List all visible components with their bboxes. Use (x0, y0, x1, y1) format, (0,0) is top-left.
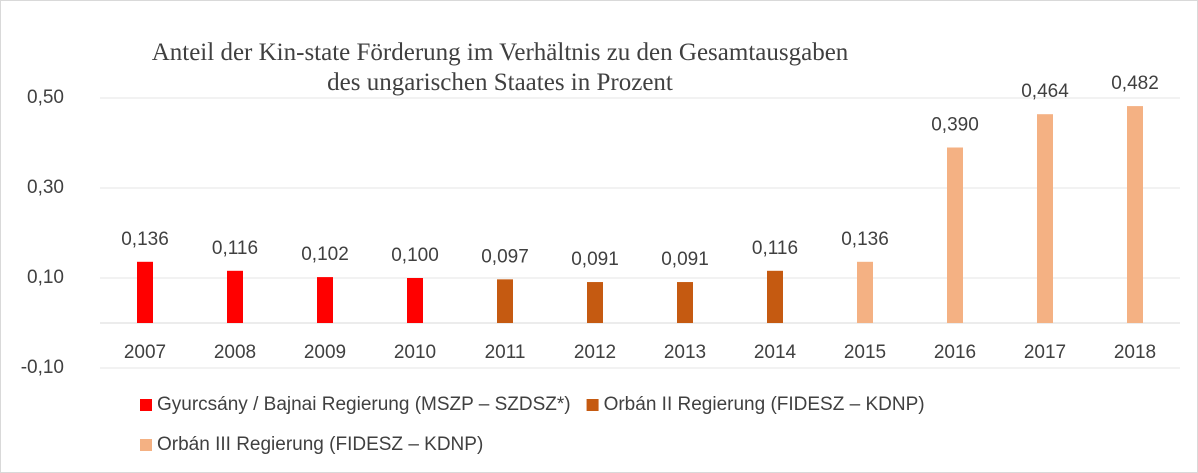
x-tick-label: 2012 (574, 342, 616, 363)
bar (947, 147, 963, 323)
data-label: 0,116 (752, 238, 798, 259)
data-label: 0,097 (481, 246, 529, 267)
bar (587, 282, 603, 323)
x-tick-label: 2011 (485, 342, 526, 363)
y-tick-label: 0,10 (27, 267, 64, 288)
legend-swatch (586, 399, 599, 411)
data-label: 0,091 (571, 249, 619, 270)
x-tick-label: 2009 (304, 342, 346, 363)
data-label: 0,102 (301, 244, 349, 265)
data-label: 0,100 (391, 245, 439, 266)
legend-label: Orbán III Regierung (FIDESZ – KDNP) (157, 434, 483, 455)
x-tick-label: 2018 (1114, 342, 1156, 363)
bar (227, 270, 243, 323)
x-tick-label: 2016 (934, 342, 976, 363)
y-tick-label: 0,30 (27, 177, 64, 198)
legend-swatch (140, 399, 152, 411)
data-label: 0,136 (121, 229, 169, 250)
chart-title: Anteil der Kin-state Förderung im Verhäl… (151, 39, 849, 96)
data-label: 0,482 (1111, 73, 1159, 94)
x-tick-label: 2008 (214, 342, 256, 363)
x-tick-label: 2014 (754, 342, 797, 363)
bar (317, 277, 333, 323)
legend-swatch (140, 439, 152, 451)
bar (1127, 106, 1143, 323)
data-label: 0,116 (212, 238, 258, 259)
data-label: 0,091 (661, 249, 709, 270)
bar (767, 270, 783, 323)
x-tick-label: 2013 (664, 342, 706, 363)
data-label: 0,136 (841, 229, 889, 250)
data-label: 0,390 (931, 115, 979, 136)
data-label: 0,464 (1021, 81, 1069, 102)
x-tick-label: 2010 (394, 342, 436, 363)
x-tick-label: 2017 (1024, 342, 1066, 363)
bar (677, 282, 693, 323)
x-tick-label: 2007 (124, 342, 166, 363)
bar (857, 261, 873, 323)
bar (497, 279, 513, 323)
y-tick-label: -0,10 (21, 357, 64, 378)
bar (407, 278, 423, 323)
legend-label: Gyurcsány / Bajnai Regierung (MSZP – SZD… (157, 394, 571, 415)
bar (1037, 114, 1053, 323)
x-tick-label: 2015 (844, 342, 886, 363)
y-tick-label: 0,50 (27, 87, 64, 108)
bar (137, 261, 153, 323)
legend-label: Orbán II Regierung (FIDESZ – KDNP) (604, 394, 925, 415)
